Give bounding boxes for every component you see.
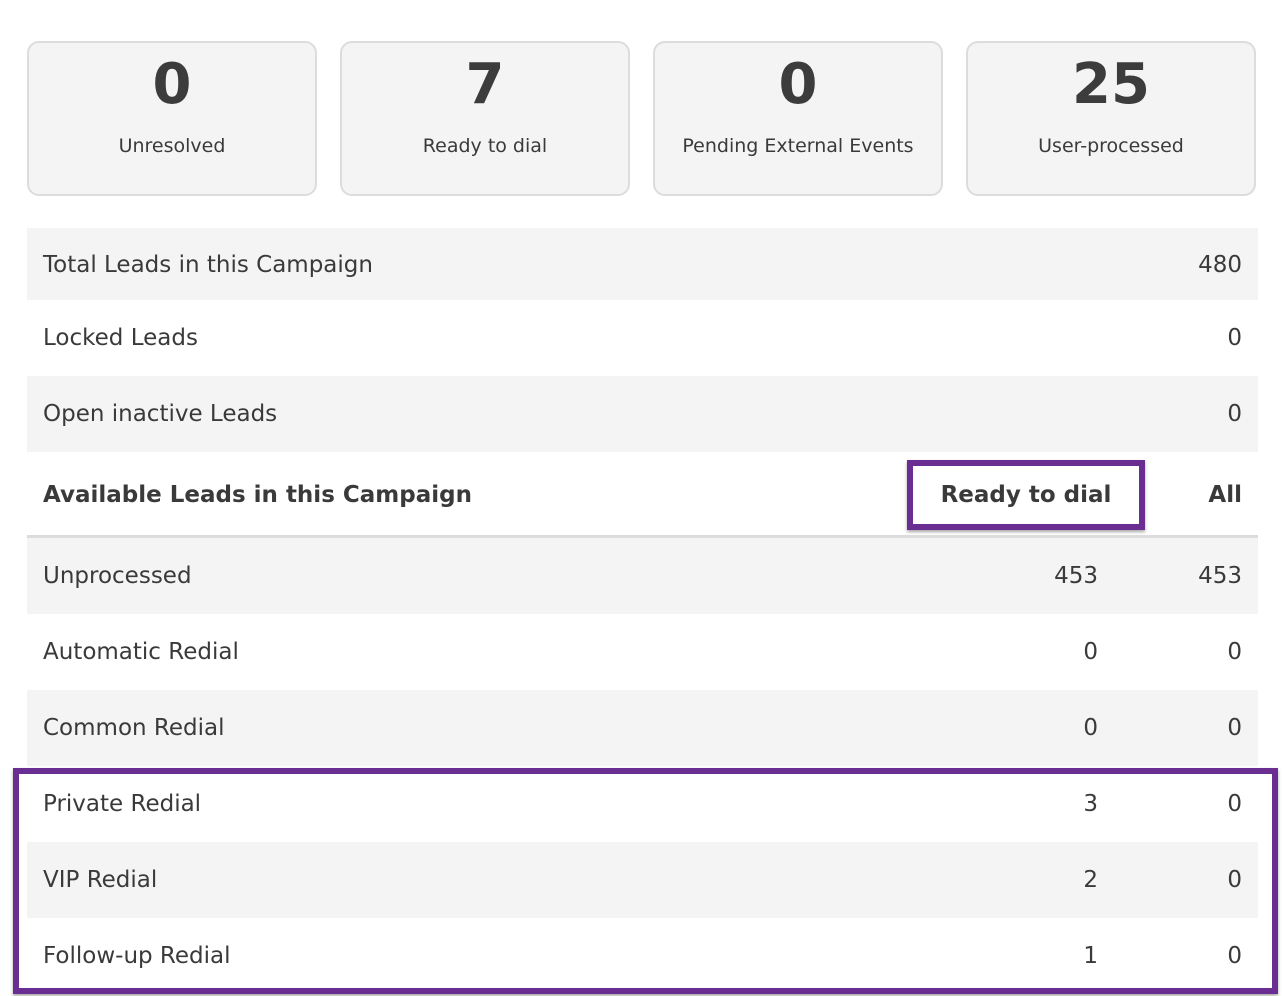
table-row-private-redial: Private Redial 3 0 — [27, 766, 1258, 842]
row-value: 0 — [1227, 325, 1242, 351]
available-leads-header: Available Leads in this Campaign Ready t… — [27, 452, 1258, 538]
ready-value: 3 — [1083, 791, 1098, 817]
row-label: Unprocessed — [43, 563, 192, 589]
row-label: Automatic Redial — [43, 639, 239, 665]
leads-table: Total Leads in this Campaign 480 Locked … — [27, 228, 1258, 994]
stat-value: 7 — [465, 52, 505, 117]
table-row-open-inactive-leads: Open inactive Leads 0 — [27, 376, 1258, 452]
table-row-common-redial: Common Redial 0 0 — [27, 690, 1258, 766]
table-row-locked-leads: Locked Leads 0 — [27, 300, 1258, 376]
stat-card-ready-to-dial[interactable]: 7 Ready to dial — [340, 41, 630, 196]
stat-label: User-processed — [1038, 135, 1184, 157]
all-value: 0 — [1227, 715, 1242, 741]
available-leads-title: Available Leads in this Campaign — [43, 482, 472, 508]
row-value: 0 — [1227, 401, 1242, 427]
stat-label: Ready to dial — [422, 135, 548, 157]
row-label: Open inactive Leads — [43, 401, 278, 427]
table-row-vip-redial: VIP Redial 2 0 — [27, 842, 1258, 918]
all-value: 0 — [1227, 791, 1242, 817]
stat-label: Unresolved — [118, 135, 226, 157]
table-row-follow-up-redial: Follow-up Redial 1 0 — [27, 918, 1258, 994]
stat-value: 0 — [778, 52, 818, 117]
table-row-total-leads: Total Leads in this Campaign 480 — [27, 228, 1258, 300]
ready-value: 453 — [1054, 563, 1098, 589]
row-label: Common Redial — [43, 715, 225, 741]
all-column-header[interactable]: All — [1208, 482, 1242, 508]
ready-value: 1 — [1083, 943, 1098, 969]
all-value: 0 — [1227, 943, 1242, 969]
stat-value: 0 — [152, 52, 192, 117]
ready-value: 0 — [1083, 715, 1098, 741]
table-row-automatic-redial: Automatic Redial 0 0 — [27, 614, 1258, 690]
ready-value: 0 — [1083, 639, 1098, 665]
all-value: 0 — [1227, 639, 1242, 665]
row-label: Private Redial — [43, 791, 202, 817]
all-value: 0 — [1227, 867, 1242, 893]
ready-to-dial-column-header[interactable]: Ready to dial — [907, 460, 1145, 530]
table-row-unprocessed: Unprocessed 453 453 — [27, 538, 1258, 614]
row-label: Locked Leads — [43, 325, 198, 351]
row-value: 480 — [1198, 252, 1242, 278]
stat-card-unresolved[interactable]: 0 Unresolved — [27, 41, 317, 196]
row-label: Total Leads in this Campaign — [43, 252, 373, 278]
stats-panel: 0 Unresolved 7 Ready to dial 0 Pending E… — [27, 41, 1258, 197]
row-label: VIP Redial — [43, 867, 158, 893]
stat-card-user-processed[interactable]: 25 User-processed — [966, 41, 1256, 196]
stat-label: Pending External Events — [682, 135, 914, 157]
stat-value: 25 — [1072, 52, 1150, 117]
all-value: 453 — [1198, 563, 1242, 589]
stat-card-pending-external-events[interactable]: 0 Pending External Events — [653, 41, 943, 196]
row-label: Follow-up Redial — [43, 943, 231, 969]
ready-value: 2 — [1083, 867, 1098, 893]
